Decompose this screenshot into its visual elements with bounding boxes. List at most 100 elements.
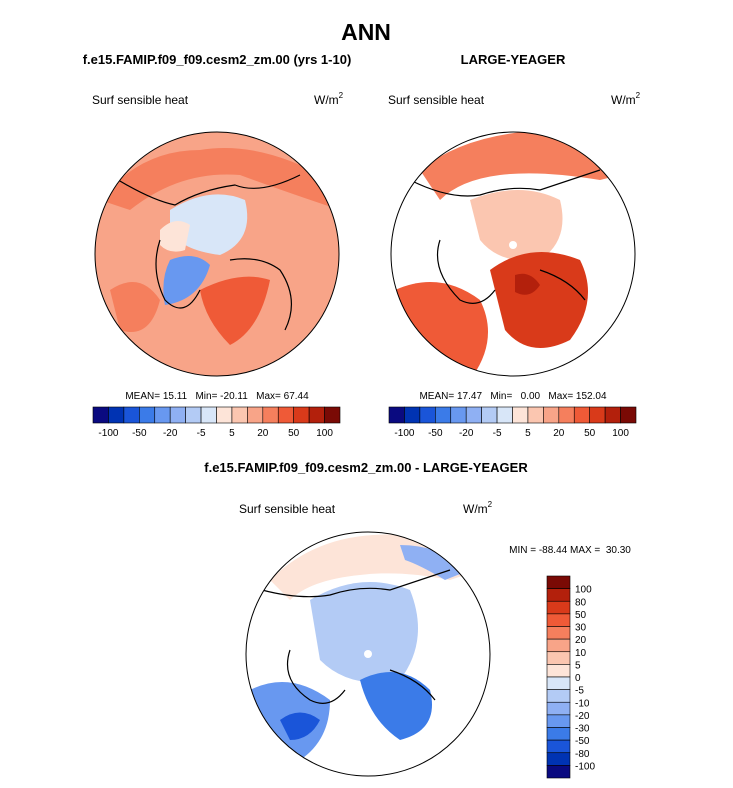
colorbar-box [92,406,109,424]
colorbar-label: -100 [394,428,414,439]
units-label: W/m2 [314,91,344,107]
colorbar-label: 80 [575,597,587,608]
colorbar-box [620,406,637,424]
colorbar-box [546,575,571,589]
colorbar-label: -20 [163,428,178,439]
colorbar-label: -80 [575,749,590,760]
colorbar-label: 100 [612,428,629,439]
colorbar-box [262,406,279,424]
colorbar-box [604,406,621,424]
colorbar-label: -20 [459,428,474,439]
colorbar-label: -30 [575,724,590,735]
colorbar-label: -5 [197,428,206,439]
colorbar-box [293,406,310,424]
colorbar-box [419,406,436,424]
colorbar-box [154,406,171,424]
colorbar-box [200,406,217,424]
colorbar-label: -100 [575,761,595,772]
stats-label: MEAN= 15.11 Min= -20.11 Max= 67.44 [125,391,309,402]
colorbar-label: -50 [428,428,443,439]
map [95,132,339,376]
colorbar-box [308,406,325,424]
colorbar-box [435,406,452,424]
colorbar-box [404,406,421,424]
colorbar-box [546,765,571,779]
colorbar-label: -20 [575,711,590,722]
units-label: W/m2 [463,500,493,516]
colorbar-label: 30 [575,623,587,634]
colorbar-label: -100 [98,428,118,439]
colorbar-label: 10 [575,648,587,659]
colorbar-label: 50 [584,428,596,439]
colorbar-label: 50 [288,428,300,439]
colorbar-box [573,406,590,424]
colorbar-label: 20 [575,635,587,646]
map-border [245,531,491,777]
colorbar-label: 50 [575,610,587,621]
colorbar-box [185,406,202,424]
colorbar-box [543,406,560,424]
colorbar-box [546,613,571,627]
stats-label: MEAN= 17.47 Min= 0.00 Max= 152.04 [419,391,606,402]
map-border [390,131,636,377]
colorbar-box [546,727,571,741]
colorbar-label: 0 [575,673,581,684]
colorbar-box [277,406,294,424]
variable-label: Surf sensible heat [239,502,336,516]
colorbar-box [388,406,405,424]
panel-title: f.e15.FAMIP.f09_f09.cesm2_zm.00 (yrs 1-1… [83,52,352,67]
colorbar-box [247,406,264,424]
colorbar-box [546,752,571,766]
colorbar-box [231,406,248,424]
map-border [94,131,340,377]
panel-title: f.e15.FAMIP.f09_f09.cesm2_zm.00 - LARGE-… [204,460,528,475]
variable-label: Surf sensible heat [92,93,189,107]
figure-title: ANN [341,19,391,45]
colorbar-box [123,406,140,424]
colorbar-box [546,664,571,678]
colorbar-label: 20 [553,428,565,439]
colorbar-box [558,406,575,424]
units-label: W/m2 [611,91,641,107]
colorbar-box [546,588,571,602]
panel-title: LARGE-YEAGER [461,52,566,67]
colorbar: -100 -50 -20 -5 5 20 50 100 [92,406,341,439]
colorbar-box [546,689,571,703]
colorbar-label: 20 [257,428,269,439]
colorbar-label: 100 [316,428,333,439]
variable-label: Surf sensible heat [388,93,485,107]
colorbar-box [546,626,571,640]
colorbar-label: -50 [575,736,590,747]
map [246,532,490,776]
colorbar-box [546,739,571,754]
colorbar-box [546,714,571,728]
colorbar-label: -5 [493,428,502,439]
colorbar-label: 5 [229,428,235,439]
colorbar-box [546,600,571,615]
colorbar-box [465,406,482,424]
colorbar-box [589,406,606,424]
colorbar-box [108,406,125,424]
colorbar-label: -5 [575,686,584,697]
colorbar-label: 5 [525,428,531,439]
colorbar-label: 100 [575,585,592,596]
colorbar-box [546,651,571,665]
colorbar-box [450,406,467,424]
colorbar-box [324,406,341,424]
colorbar-label: -50 [132,428,147,439]
colorbar-box [546,638,571,653]
colorbar-box [496,406,513,424]
colorbar-box [512,406,529,424]
stats-label: MIN = -88.44 MAX = 30.30 [509,545,631,556]
colorbar-box [169,406,186,424]
colorbar-box [546,701,571,716]
colorbar: -100 -50 -20 -5 5 20 50 100 [388,406,637,439]
colorbar-box [527,406,544,424]
colorbar-box [216,406,233,424]
colorbar-box [546,676,571,690]
colorbar-box [481,406,498,424]
colorbar-box [139,406,156,424]
colorbar-label: -10 [575,698,590,709]
